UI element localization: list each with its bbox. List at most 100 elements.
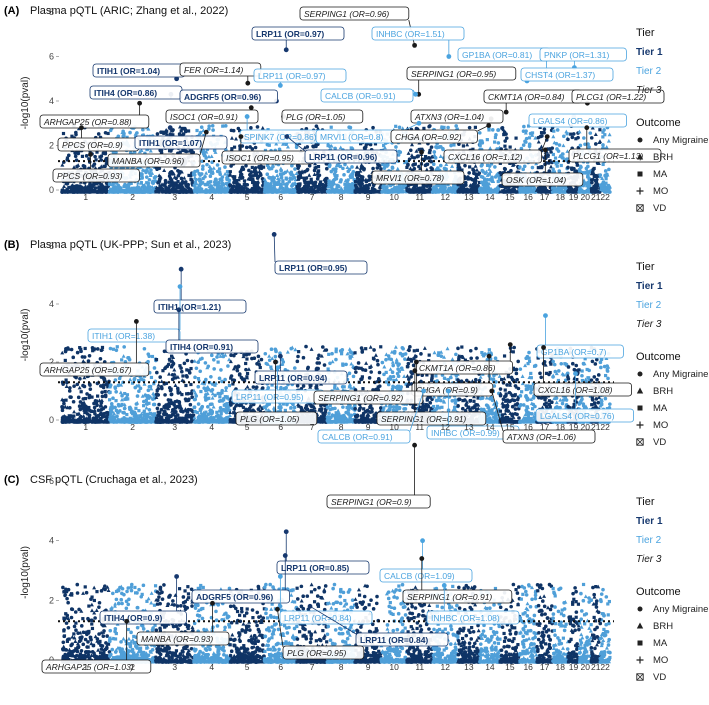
data-point bbox=[133, 131, 138, 136]
data-point bbox=[587, 184, 591, 188]
data-point bbox=[553, 156, 558, 160]
data-point bbox=[183, 149, 187, 153]
data-point bbox=[569, 132, 573, 136]
data-point bbox=[298, 172, 303, 177]
data-point bbox=[209, 154, 214, 159]
data-point bbox=[149, 172, 153, 176]
x-tick-label: 17 bbox=[540, 192, 550, 202]
data-point bbox=[78, 400, 83, 404]
data-point bbox=[274, 169, 279, 174]
data-point bbox=[122, 131, 126, 136]
data-point bbox=[583, 142, 587, 147]
data-point bbox=[134, 419, 139, 424]
annotated-point bbox=[203, 129, 209, 135]
data-point bbox=[463, 163, 467, 168]
data-point bbox=[83, 346, 87, 351]
data-point bbox=[232, 145, 237, 149]
data-point bbox=[120, 393, 124, 398]
data-point bbox=[409, 153, 414, 157]
data-point bbox=[77, 385, 82, 390]
data-point bbox=[186, 190, 191, 194]
data-point bbox=[238, 173, 243, 177]
data-point bbox=[81, 397, 86, 401]
annotated-point bbox=[283, 47, 289, 53]
data-point bbox=[162, 168, 167, 173]
data-point bbox=[395, 166, 400, 171]
data-point bbox=[166, 187, 171, 191]
data-point bbox=[293, 167, 297, 171]
data-point bbox=[229, 128, 234, 133]
data-point bbox=[467, 171, 471, 175]
data-point bbox=[103, 389, 107, 394]
data-point bbox=[66, 153, 71, 158]
data-point bbox=[232, 180, 236, 185]
data-point bbox=[598, 173, 603, 177]
data-point bbox=[99, 384, 103, 388]
x-tick-label: 2 bbox=[130, 192, 135, 202]
data-point bbox=[250, 165, 254, 170]
data-point bbox=[452, 143, 456, 147]
data-point bbox=[80, 154, 85, 158]
data-point bbox=[593, 142, 598, 146]
annotated-point bbox=[137, 100, 143, 106]
data-point bbox=[149, 190, 154, 194]
data-point bbox=[148, 411, 152, 416]
data-point bbox=[78, 188, 83, 193]
data-point bbox=[73, 154, 78, 159]
data-point bbox=[72, 165, 77, 169]
data-point bbox=[595, 182, 599, 186]
data-point bbox=[193, 182, 198, 186]
data-point bbox=[607, 132, 612, 137]
data-point bbox=[561, 143, 566, 148]
data-point bbox=[122, 406, 127, 411]
data-point bbox=[592, 166, 596, 171]
legend-tier-item: Tier 1 bbox=[636, 47, 663, 58]
data-point bbox=[213, 182, 217, 187]
data-point bbox=[462, 183, 467, 188]
annotation-label: SERPING1 (OR=0.96) bbox=[304, 9, 389, 19]
data-point bbox=[327, 190, 331, 194]
data-point bbox=[428, 124, 432, 128]
annotated-point bbox=[79, 125, 84, 131]
legend-outcome-item: BRH bbox=[653, 152, 673, 163]
annotated-point bbox=[277, 83, 283, 88]
data-point bbox=[117, 376, 122, 381]
data-point bbox=[480, 189, 484, 194]
x-tick-label: 5 bbox=[245, 192, 250, 202]
data-point bbox=[183, 180, 188, 184]
data-point bbox=[126, 397, 130, 401]
data-point bbox=[135, 183, 140, 188]
data-point bbox=[290, 183, 295, 187]
panel-label: (A) bbox=[4, 5, 20, 17]
data-point bbox=[60, 350, 65, 355]
data-point bbox=[256, 174, 261, 179]
data-point bbox=[285, 182, 289, 186]
data-point bbox=[601, 130, 605, 134]
data-point bbox=[405, 188, 410, 193]
data-point bbox=[436, 145, 440, 149]
annotated-point bbox=[412, 42, 417, 48]
data-point bbox=[118, 390, 123, 395]
data-point bbox=[236, 183, 240, 187]
x-tick-label: 13 bbox=[464, 192, 474, 202]
annotated-point bbox=[419, 149, 424, 155]
data-point bbox=[65, 181, 70, 185]
data-point bbox=[429, 145, 434, 149]
data-point bbox=[473, 125, 477, 129]
data-point bbox=[453, 189, 457, 194]
data-point bbox=[267, 143, 271, 147]
data-point bbox=[217, 180, 221, 185]
data-point bbox=[496, 128, 500, 132]
data-point bbox=[416, 154, 420, 158]
data-point bbox=[67, 389, 72, 393]
data-point bbox=[536, 187, 541, 191]
data-point bbox=[134, 406, 138, 410]
annotated-point bbox=[238, 134, 244, 140]
annotation-label: FER (OR=1.14) bbox=[184, 65, 243, 75]
data-point bbox=[560, 185, 565, 190]
data-point bbox=[210, 124, 215, 128]
data-point bbox=[251, 174, 255, 178]
data-point bbox=[438, 184, 443, 188]
data-point bbox=[490, 128, 495, 132]
data-point bbox=[304, 189, 308, 194]
